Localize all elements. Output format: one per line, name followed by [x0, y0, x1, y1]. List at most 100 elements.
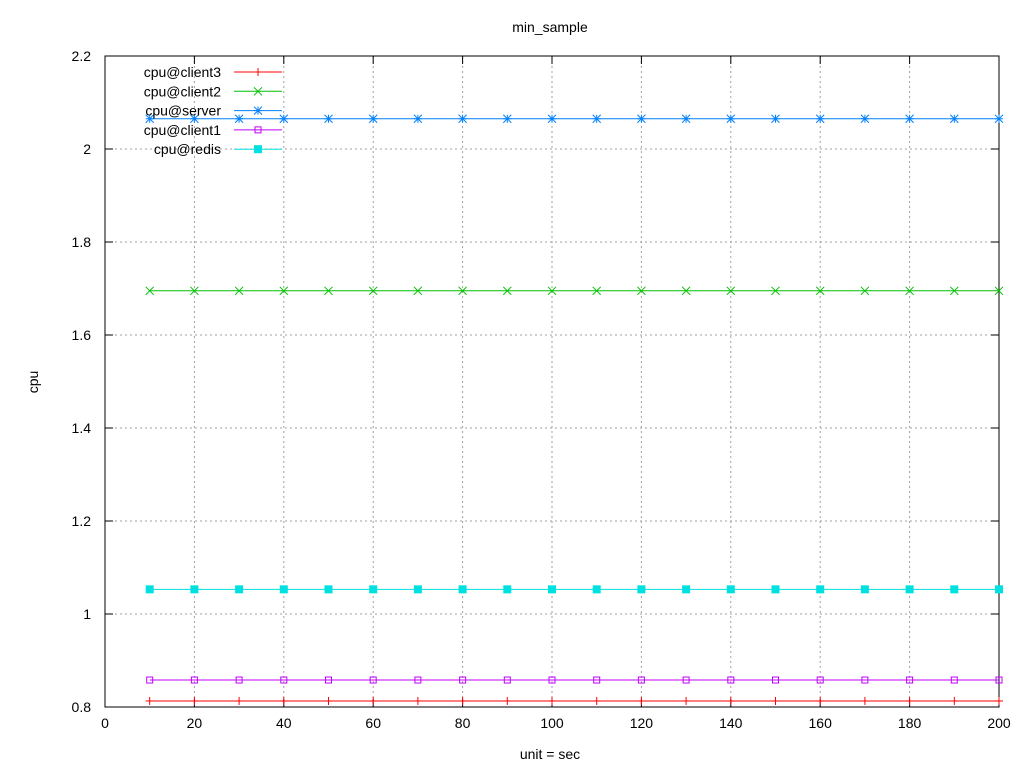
y-tick-label: 1.4 — [72, 420, 92, 436]
data-point-cpu-server — [279, 114, 289, 124]
data-point-cpu-server — [726, 114, 736, 124]
x-tick-label: 140 — [719, 715, 743, 731]
data-point-cpu-server — [234, 114, 244, 124]
data-point-cpu-client1 — [369, 676, 377, 684]
data-point-cpu-client3 — [726, 696, 735, 705]
data-point-cpu-redis — [145, 585, 154, 594]
data-point-cpu-client1 — [146, 676, 154, 684]
data-point-cpu-client3 — [637, 696, 646, 705]
data-point-cpu-client2 — [994, 286, 1004, 296]
series-cpu-client1 — [146, 676, 1003, 684]
marker-stroke — [994, 114, 1004, 124]
x-tick-label: 200 — [987, 715, 1011, 731]
marker-stroke — [905, 114, 914, 124]
marker-stroke — [994, 286, 1004, 296]
marker-stroke — [368, 114, 378, 124]
marker-stroke — [190, 114, 199, 124]
data-point-cpu-client2 — [458, 286, 467, 296]
data-point-cpu-client2 — [502, 286, 512, 296]
data-point-cpu-redis — [190, 585, 199, 594]
data-point-cpu-client2 — [637, 286, 646, 296]
data-point-cpu-client2 — [368, 286, 378, 296]
y-tick-label: 0.8 — [72, 699, 92, 715]
marker-stroke — [681, 286, 691, 296]
data-point-cpu-redis — [235, 585, 244, 594]
marker-stroke — [771, 286, 780, 296]
legend-marker — [254, 126, 262, 134]
data-point-cpu-server — [681, 114, 691, 124]
data-point-cpu-client2 — [413, 286, 423, 296]
y-tick-label: 1.6 — [72, 327, 92, 343]
x-tick-label: 20 — [187, 715, 203, 731]
x-tick-label: 120 — [630, 715, 654, 731]
legend-item-cpu-client3: cpu@client3 — [144, 64, 282, 80]
data-point-cpu-client3 — [995, 696, 1003, 705]
data-point-cpu-server — [368, 114, 378, 124]
marker-stroke — [234, 286, 244, 296]
legend-item-cpu-redis: cpu@redis — [154, 141, 282, 157]
data-point-cpu-client3 — [860, 696, 869, 705]
data-point-cpu-redis — [995, 585, 1003, 594]
x-axis-label: unit = sec — [520, 746, 580, 762]
marker-stroke — [279, 114, 289, 124]
marker-stroke — [413, 286, 423, 296]
x-tick-label: 40 — [276, 715, 292, 731]
x-tick-label: 100 — [540, 715, 564, 731]
chart-title: min_sample — [512, 19, 588, 35]
data-point-cpu-client2 — [592, 286, 602, 296]
data-point-cpu-client3 — [682, 696, 691, 705]
legend-item-cpu-server: cpu@server — [145, 103, 282, 119]
marker-stroke — [860, 114, 870, 124]
marker-stroke — [860, 286, 870, 296]
data-point-cpu-client1 — [861, 676, 869, 684]
data-point-cpu-client2 — [726, 286, 736, 296]
y-tick-label: 1.8 — [72, 234, 92, 250]
y-tick-label: 2 — [83, 141, 91, 157]
data-point-cpu-client1 — [593, 676, 601, 684]
data-point-cpu-client3 — [235, 696, 244, 705]
data-point-cpu-server — [413, 114, 423, 124]
marker-stroke — [771, 114, 780, 124]
data-point-cpu-server — [815, 114, 825, 124]
data-point-cpu-redis — [905, 585, 914, 594]
legend-marker — [254, 145, 262, 154]
marker-stroke — [681, 114, 691, 124]
legend-label: cpu@client1 — [144, 122, 221, 138]
marker-stroke — [949, 286, 959, 296]
data-point-cpu-server — [547, 114, 557, 124]
data-point-cpu-client3 — [503, 696, 512, 705]
data-point-cpu-redis — [503, 585, 512, 594]
data-point-cpu-client3 — [413, 696, 422, 705]
data-point-cpu-redis — [860, 585, 869, 594]
legend-label: cpu@client2 — [144, 83, 221, 99]
data-point-cpu-server — [905, 114, 914, 124]
marker-stroke — [815, 286, 825, 296]
data-point-cpu-client1 — [727, 676, 735, 684]
data-point-cpu-server — [949, 114, 959, 124]
legend-marker — [253, 106, 263, 115]
data-point-cpu-redis — [816, 585, 825, 594]
data-point-cpu-redis — [682, 585, 691, 594]
data-point-cpu-client3 — [324, 696, 333, 705]
data-point-cpu-client1 — [906, 676, 914, 684]
data-point-cpu-client1 — [190, 676, 198, 684]
marker-stroke — [234, 114, 244, 124]
marker-stroke — [458, 114, 467, 124]
data-point-cpu-client1 — [503, 676, 511, 684]
data-point-cpu-redis — [592, 585, 601, 594]
data-point-cpu-client3 — [145, 696, 154, 705]
marker-stroke — [815, 114, 825, 124]
data-point-cpu-client2 — [681, 286, 691, 296]
data-point-cpu-client3 — [279, 696, 288, 705]
marker-stroke — [905, 286, 914, 296]
data-point-cpu-client1 — [772, 676, 779, 684]
legend-marker — [254, 68, 262, 76]
data-point-cpu-redis — [726, 585, 735, 594]
legend-label: cpu@client3 — [144, 64, 221, 80]
marker-stroke — [726, 286, 736, 296]
marker-stroke — [547, 114, 557, 124]
data-point-cpu-server — [994, 114, 1004, 124]
data-point-cpu-redis — [548, 585, 556, 594]
data-point-cpu-client1 — [995, 676, 1003, 684]
